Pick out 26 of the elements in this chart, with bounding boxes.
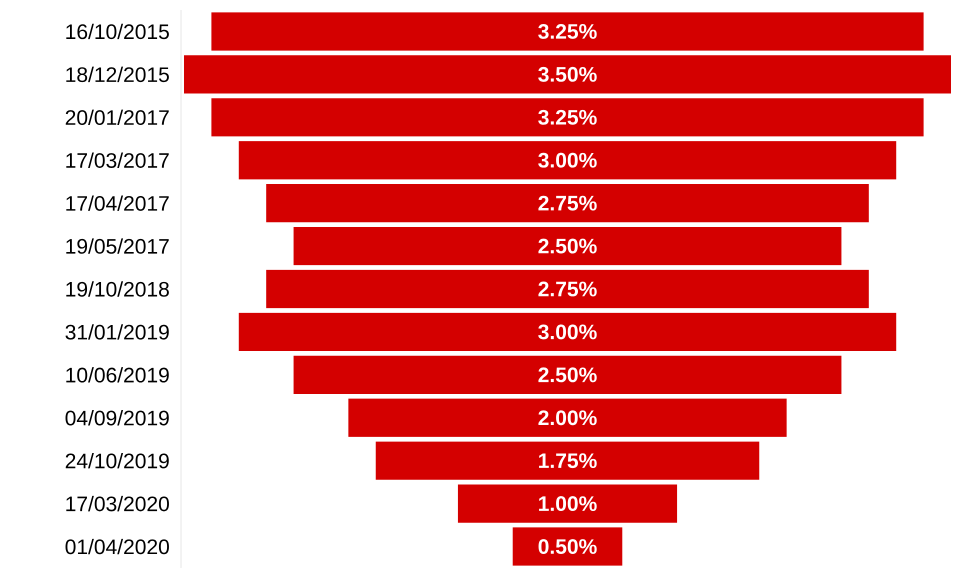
category-label: 24/10/2019: [66, 452, 169, 468]
category-label: 17/03/2017: [66, 152, 169, 168]
data-label: 2.75%: [538, 196, 597, 211]
category-label: 31/01/2019: [66, 324, 169, 340]
category-label: 04/09/2019: [66, 410, 169, 426]
data-label: 2.75%: [538, 282, 597, 296]
data-label: 2.50%: [538, 238, 597, 254]
category-label: 17/03/2020: [66, 496, 169, 512]
data-label: 2.00%: [538, 410, 597, 426]
category-label: 19/10/2018: [66, 281, 169, 297]
category-label: 10/06/2019: [66, 367, 169, 383]
data-label: 0.50%: [538, 539, 597, 554]
category-label: 16/10/2015: [66, 24, 169, 40]
data-label: 1.75%: [539, 453, 597, 468]
data-label: 2.50%: [538, 367, 597, 382]
category-label: 18/12/2015: [66, 66, 169, 82]
category-label: 01/04/2020: [66, 538, 169, 554]
data-label: 3.00%: [538, 152, 597, 168]
data-label: 3.25%: [538, 24, 597, 39]
data-label: 1.00%: [539, 496, 597, 512]
data-label: 3.25%: [538, 110, 597, 125]
data-label: 3.50%: [538, 66, 597, 82]
data-label: 3.00%: [538, 324, 597, 340]
category-label: 17/04/2017: [66, 195, 169, 211]
category-label: 19/05/2017: [66, 238, 169, 254]
category-label: 20/01/2017: [66, 110, 169, 126]
